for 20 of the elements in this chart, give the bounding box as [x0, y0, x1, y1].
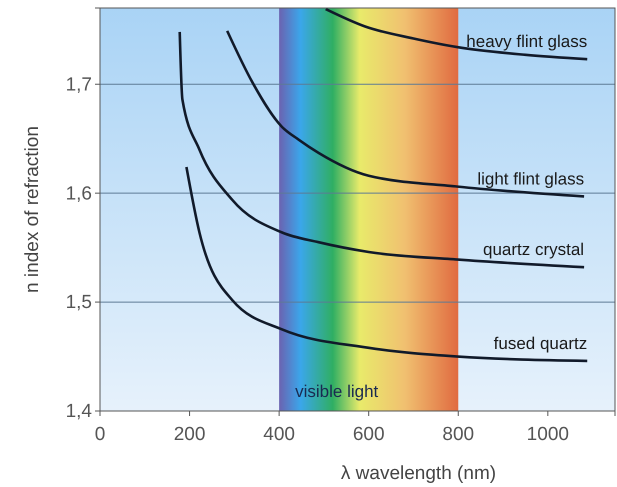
y-tick-label: 1,7 — [66, 74, 92, 96]
x-tick-label: 400 — [263, 424, 295, 445]
x-tick-label: 200 — [174, 424, 206, 445]
y-tick-label: 1,4 — [66, 401, 92, 422]
line-series — [178, 30, 586, 269]
x-tick-label: 1000 — [526, 424, 569, 445]
y-tick-label: 1,5 — [66, 292, 92, 314]
series-label: light flint glass — [477, 169, 584, 188]
x-tick-label: 0 — [94, 424, 106, 445]
x-tick-label: 800 — [442, 424, 474, 445]
line-series — [185, 166, 589, 362]
series-label: fused quartz — [494, 334, 588, 353]
y-axis-title: n index of refraction — [22, 126, 43, 293]
series-label: quartz crystal — [483, 240, 584, 260]
line-series — [226, 30, 586, 198]
x-axis-title: λ wavelength (nm) — [340, 463, 496, 484]
line-series — [324, 8, 589, 60]
x-tick-label: 600 — [352, 424, 385, 445]
series-label: heavy flint glass — [466, 32, 588, 52]
y-tick-label: 1,6 — [66, 183, 92, 204]
